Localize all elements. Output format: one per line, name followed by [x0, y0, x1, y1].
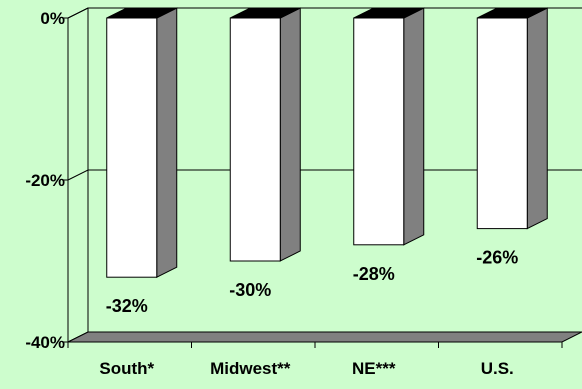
data-labels: -32% -30% -28% -26% — [106, 248, 519, 317]
bar — [353, 7, 425, 246]
x-tick-label: U.S. — [481, 359, 514, 378]
bar-side — [526, 7, 548, 230]
data-label: -32% — [106, 296, 148, 316]
bar-side — [156, 7, 178, 279]
y-axis-ticks: 0% -20% -40% — [25, 9, 69, 352]
bar — [106, 7, 178, 279]
x-axis-ticks: South* Midwest** NE*** U.S. — [67, 342, 563, 378]
x-tick-label: NE*** — [352, 359, 396, 378]
bar-side — [403, 7, 425, 246]
y-tick-label: -20% — [25, 171, 65, 190]
bars — [106, 7, 548, 279]
x-tick-label: Midwest** — [210, 359, 291, 378]
y-tick-label: -40% — [25, 333, 65, 352]
chart-floor — [67, 331, 582, 343]
bar-side — [279, 7, 301, 262]
floor-plane — [67, 331, 582, 343]
bar-front — [229, 17, 281, 262]
bar — [476, 7, 548, 230]
x-tick-label: South* — [99, 359, 154, 378]
y-tick-label: 0% — [40, 9, 65, 28]
bar-front — [476, 17, 528, 230]
data-label: -28% — [353, 264, 395, 284]
data-label: -26% — [476, 248, 518, 268]
bar — [229, 7, 301, 262]
data-label: -30% — [229, 280, 271, 300]
bar-front — [353, 17, 405, 246]
bar-front — [106, 17, 158, 278]
